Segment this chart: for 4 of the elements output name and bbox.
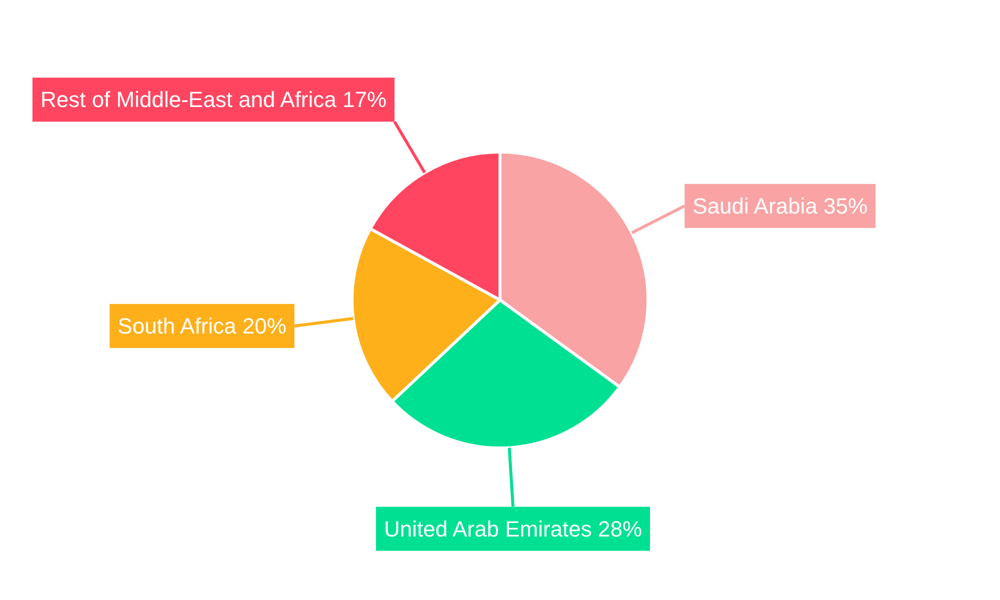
slice-label: Saudi Arabia 35% (692, 193, 868, 218)
slice-label: Rest of Middle-East and Africa 17% (40, 87, 387, 112)
slice-label: United Arab Emirates 28% (384, 516, 642, 542)
slice-label: South Africa 20% (118, 313, 286, 338)
